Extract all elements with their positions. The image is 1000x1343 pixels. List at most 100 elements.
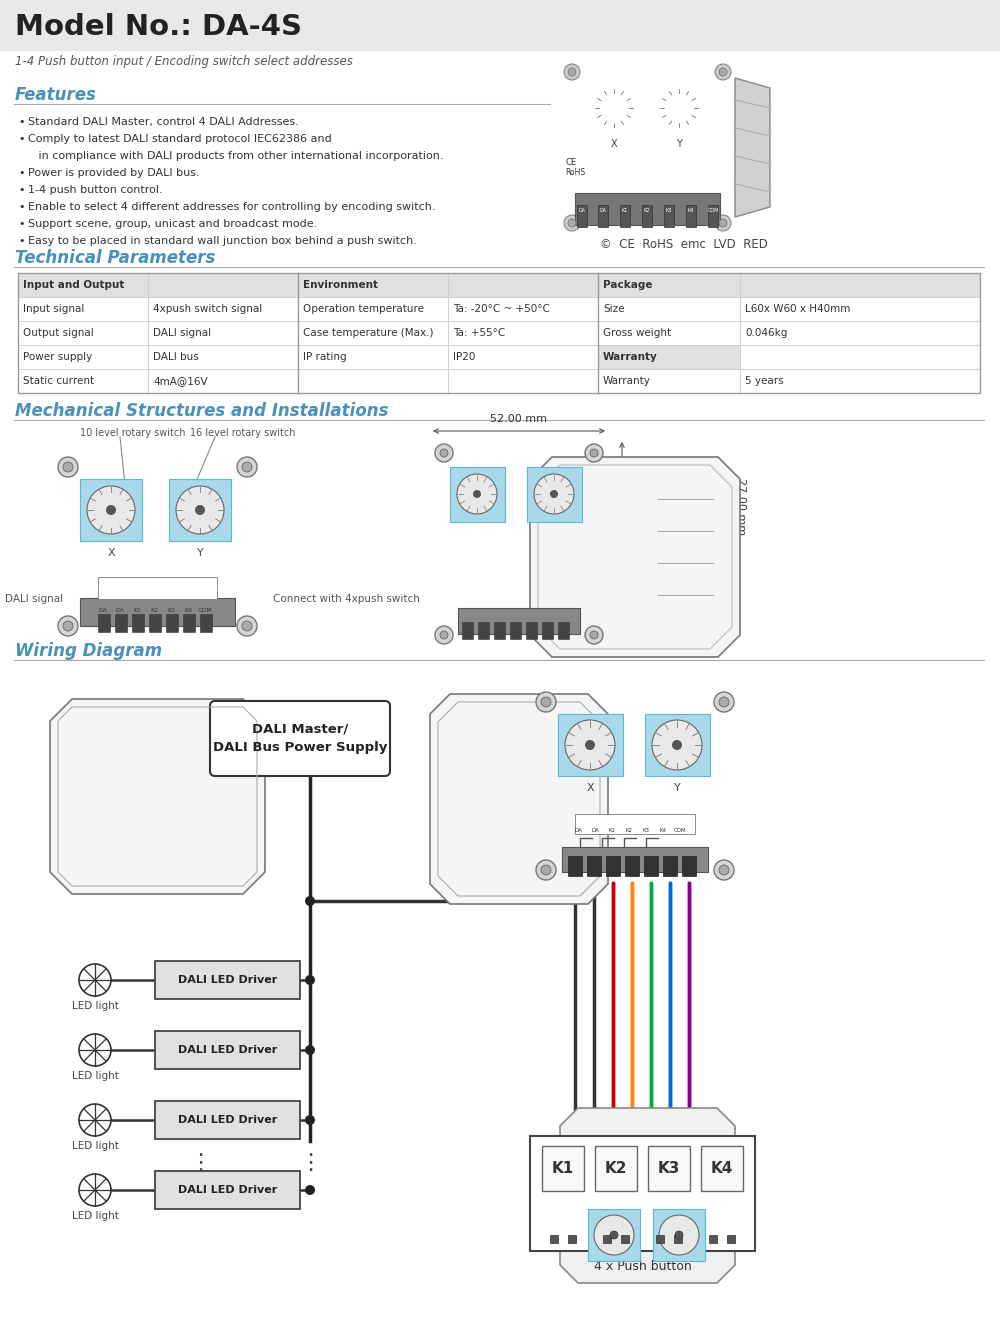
- Bar: [148, 345, 298, 369]
- Text: DALI Bus Power Supply: DALI Bus Power Supply: [213, 741, 387, 753]
- Text: Warranty: Warranty: [603, 352, 658, 363]
- Circle shape: [58, 616, 78, 637]
- Text: LED light: LED light: [72, 1211, 118, 1221]
- Text: 0.046kg: 0.046kg: [745, 328, 787, 338]
- Bar: [80, 598, 235, 626]
- Bar: [462, 622, 473, 639]
- Bar: [568, 1236, 576, 1244]
- Bar: [701, 1146, 743, 1191]
- Bar: [200, 614, 212, 633]
- Text: Operation temperature: Operation temperature: [303, 304, 424, 314]
- Text: DALI LED Driver: DALI LED Driver: [178, 1115, 277, 1125]
- Circle shape: [106, 505, 116, 514]
- Circle shape: [305, 1185, 315, 1195]
- Circle shape: [79, 1034, 111, 1066]
- Text: ©  CE  RoHS  emc  LVD  RED: © CE RoHS emc LVD RED: [600, 239, 768, 251]
- Circle shape: [536, 692, 556, 712]
- Text: Input and Output: Input and Output: [23, 279, 124, 290]
- Circle shape: [568, 68, 576, 77]
- Bar: [183, 614, 195, 633]
- Circle shape: [715, 64, 731, 81]
- Bar: [740, 345, 980, 369]
- Text: X: X: [611, 138, 617, 149]
- Bar: [494, 622, 505, 639]
- Bar: [709, 1236, 717, 1244]
- Text: K2: K2: [605, 1160, 627, 1176]
- Text: Ta: +55°C: Ta: +55°C: [453, 328, 505, 338]
- Text: Input signal: Input signal: [23, 304, 84, 314]
- Bar: [598, 321, 740, 345]
- Text: ⋮: ⋮: [189, 1154, 211, 1172]
- Circle shape: [672, 740, 682, 749]
- Polygon shape: [430, 694, 608, 904]
- Bar: [587, 855, 601, 876]
- Bar: [298, 345, 448, 369]
- Text: RoHS: RoHS: [565, 168, 585, 177]
- Text: K2: K2: [626, 829, 633, 834]
- Text: DALI LED Driver: DALI LED Driver: [178, 1185, 277, 1195]
- Text: DALI LED Driver: DALI LED Driver: [178, 1045, 277, 1056]
- Bar: [98, 577, 217, 599]
- Circle shape: [237, 457, 257, 477]
- Bar: [664, 205, 674, 227]
- Bar: [148, 297, 298, 321]
- Circle shape: [541, 697, 551, 706]
- Circle shape: [242, 462, 252, 471]
- Text: Y: Y: [197, 548, 203, 557]
- Bar: [155, 1031, 300, 1069]
- Circle shape: [714, 860, 734, 880]
- Bar: [448, 273, 598, 297]
- Bar: [542, 622, 553, 639]
- Bar: [18, 345, 148, 369]
- Bar: [598, 273, 740, 297]
- Text: DA: DA: [116, 607, 124, 612]
- Text: 1-4 Push button input / Encoding switch select addresses: 1-4 Push button input / Encoding switch …: [15, 55, 353, 68]
- Text: Connect with 4xpush switch: Connect with 4xpush switch: [273, 594, 420, 604]
- Bar: [598, 297, 740, 321]
- Text: K1: K1: [133, 607, 141, 612]
- Text: K3: K3: [658, 1160, 680, 1176]
- Bar: [595, 1146, 637, 1191]
- Bar: [603, 1236, 611, 1244]
- Bar: [298, 369, 448, 393]
- Bar: [510, 622, 521, 639]
- Bar: [132, 614, 144, 633]
- Bar: [568, 855, 582, 876]
- Text: 4mA@16V: 4mA@16V: [153, 376, 208, 385]
- Bar: [645, 714, 710, 776]
- Bar: [740, 273, 980, 297]
- Bar: [558, 622, 569, 639]
- Text: COM: COM: [707, 208, 719, 212]
- Bar: [642, 205, 652, 227]
- Text: 52.00 mm: 52.00 mm: [633, 516, 643, 572]
- Text: IP20: IP20: [453, 352, 475, 363]
- Circle shape: [237, 616, 257, 637]
- Text: DA: DA: [578, 208, 586, 212]
- Text: 4xpush switch signal: 4xpush switch signal: [153, 304, 262, 314]
- Circle shape: [585, 626, 603, 645]
- Circle shape: [719, 697, 729, 706]
- FancyBboxPatch shape: [210, 701, 390, 776]
- Bar: [148, 369, 298, 393]
- Bar: [169, 479, 231, 541]
- Circle shape: [568, 219, 576, 227]
- Bar: [740, 297, 980, 321]
- Text: DALI Master/: DALI Master/: [252, 723, 348, 736]
- Bar: [155, 1101, 300, 1139]
- Text: Enable to select 4 different addresses for controlling by encoding switch.: Enable to select 4 different addresses f…: [28, 201, 436, 212]
- Bar: [686, 205, 696, 227]
- Text: 4 x Push button: 4 x Push button: [594, 1261, 691, 1273]
- Bar: [18, 273, 148, 297]
- Bar: [448, 369, 598, 393]
- Bar: [18, 321, 148, 345]
- Circle shape: [536, 860, 556, 880]
- Circle shape: [719, 219, 727, 227]
- Bar: [727, 1236, 735, 1244]
- Text: DALI LED Driver: DALI LED Driver: [178, 975, 277, 984]
- Polygon shape: [530, 457, 740, 657]
- Text: Easy to be placed in standard wall junction box behind a push switch.: Easy to be placed in standard wall junct…: [28, 236, 417, 246]
- Text: L60x W60 x H40mm: L60x W60 x H40mm: [745, 304, 850, 314]
- Bar: [155, 1171, 300, 1209]
- Circle shape: [675, 1232, 683, 1240]
- Bar: [598, 345, 740, 369]
